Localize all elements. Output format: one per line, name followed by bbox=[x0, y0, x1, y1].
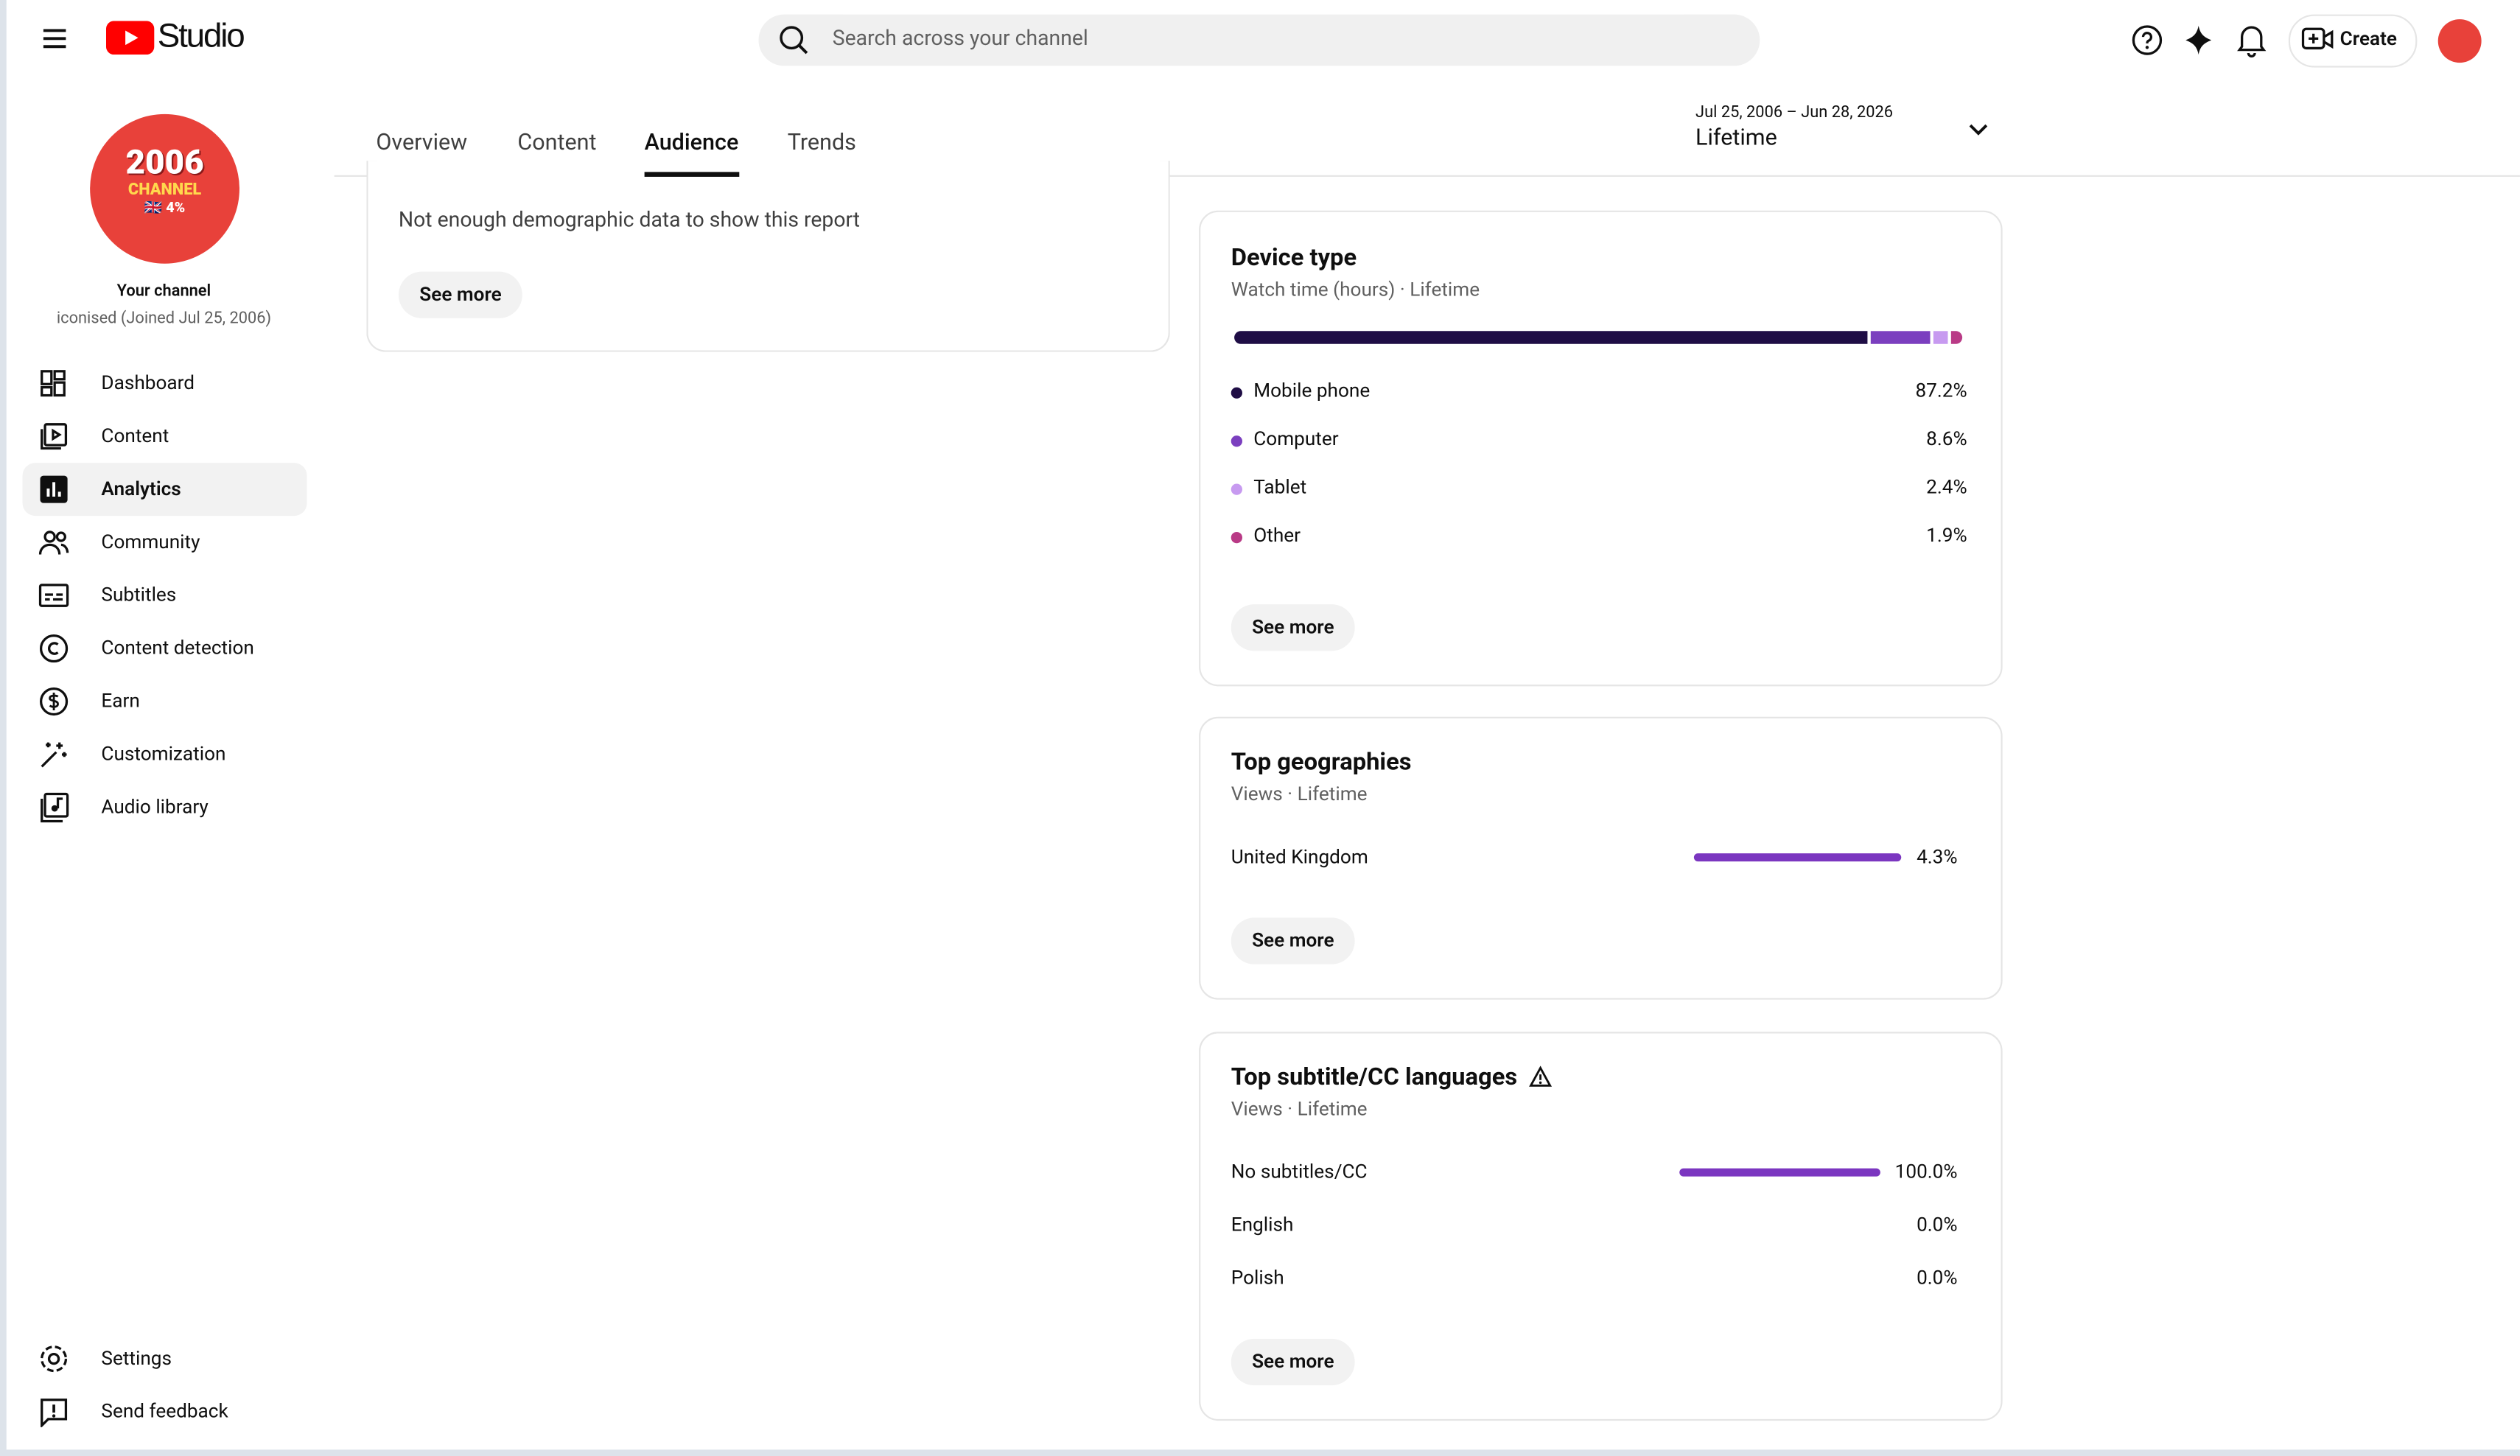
create-icon bbox=[2301, 27, 2334, 50]
card-title: Top geographies bbox=[1231, 747, 1412, 777]
tab-underline bbox=[644, 172, 740, 177]
see-more-button[interactable]: See more bbox=[1231, 917, 1355, 965]
device-bar-segment bbox=[1951, 331, 1963, 344]
nav-icon bbox=[39, 687, 69, 716]
channel-avatar[interactable]: 2006 CHANNEL 🇬🇧 4% bbox=[90, 113, 239, 264]
row-name: Polish bbox=[1231, 1266, 1284, 1289]
legend-dot bbox=[1231, 483, 1242, 495]
row-name: English bbox=[1231, 1213, 1294, 1236]
avatar-tag: 🇬🇧 4% bbox=[144, 200, 186, 217]
device-value: 8.6% bbox=[1926, 427, 1967, 450]
row-bar bbox=[1679, 1168, 1880, 1177]
legend-dot bbox=[1231, 387, 1242, 399]
date-dropdown[interactable] bbox=[1964, 117, 1992, 143]
device-value: 87.2% bbox=[1915, 379, 1967, 402]
nav-icon bbox=[41, 1345, 68, 1373]
search-icon bbox=[780, 26, 808, 55]
see-more-button[interactable]: See more bbox=[1231, 604, 1355, 651]
search-placeholder: Search across your channel bbox=[832, 27, 1088, 52]
tab[interactable]: Audience bbox=[644, 130, 739, 156]
nav-item[interactable]: Send feedback bbox=[101, 1399, 228, 1423]
device-value: 2.4% bbox=[1926, 475, 1967, 499]
device-name: Mobile phone bbox=[1253, 379, 1371, 402]
nav-item[interactable]: Analytics bbox=[101, 477, 181, 500]
avatar-word: CHANNEL bbox=[127, 181, 202, 200]
tabs-divider bbox=[334, 175, 2520, 177]
card-subtitle: Views · Lifetime bbox=[1231, 783, 1368, 805]
card-title: Top subtitle/CC languages bbox=[1231, 1062, 1518, 1091]
row-value: 100.0% bbox=[1894, 1160, 1958, 1183]
device-bar-segment bbox=[1871, 331, 1931, 344]
nav-item[interactable]: Settings bbox=[101, 1346, 172, 1370]
nav-item[interactable]: Earn bbox=[101, 689, 140, 713]
see-more-button[interactable]: See more bbox=[398, 271, 523, 318]
nav-icon bbox=[41, 423, 68, 450]
device-name: Computer bbox=[1253, 427, 1339, 450]
search-box[interactable] bbox=[758, 14, 1760, 66]
channel-title: Your channel bbox=[116, 282, 211, 301]
device-bar-segment bbox=[1933, 331, 1949, 344]
logo-text[interactable]: Studio bbox=[157, 17, 245, 55]
device-name: Tablet bbox=[1253, 475, 1307, 499]
card-subtitle: Views · Lifetime bbox=[1231, 1097, 1368, 1121]
nav-highlight bbox=[22, 463, 307, 517]
nav-icon bbox=[40, 475, 68, 503]
tab[interactable]: Trends bbox=[787, 130, 856, 156]
nav-item[interactable]: Audio library bbox=[101, 795, 209, 819]
frame-bottom bbox=[0, 1449, 2520, 1456]
row-value: 4.3% bbox=[1917, 845, 1958, 868]
frame-left bbox=[0, 0, 7, 1456]
nav-icon bbox=[39, 634, 69, 663]
row-value: 0.0% bbox=[1917, 1213, 1958, 1236]
avatar-year: 2006 bbox=[125, 144, 204, 183]
legend-dot bbox=[1231, 435, 1242, 447]
help-icon[interactable] bbox=[2131, 24, 2163, 57]
create-button[interactable] bbox=[2288, 14, 2418, 68]
card-title: Device type bbox=[1231, 242, 1357, 272]
account-avatar[interactable] bbox=[2437, 19, 2482, 63]
create-label[interactable]: Create bbox=[2339, 27, 2398, 50]
row-name: United Kingdom bbox=[1231, 845, 1368, 868]
date-label[interactable]: Lifetime bbox=[1695, 125, 1777, 152]
card-subtitle: Watch time (hours) · Lifetime bbox=[1231, 278, 1480, 301]
nav-item[interactable]: Content bbox=[101, 424, 169, 447]
legend-dot bbox=[1231, 531, 1242, 544]
nav-icon bbox=[41, 370, 66, 397]
demographics-message: Not enough demographic data to show this… bbox=[398, 209, 861, 234]
demographics-card bbox=[366, 161, 1170, 352]
menu-button[interactable] bbox=[38, 23, 71, 55]
nav-item[interactable]: Content detection bbox=[101, 636, 254, 659]
channel-subtitle: iconised (Joined Jul 25, 2006) bbox=[56, 309, 272, 328]
sparkle-icon[interactable] bbox=[2183, 24, 2215, 57]
nav-item[interactable]: Community bbox=[101, 530, 200, 553]
device-name: Other bbox=[1253, 524, 1301, 547]
see-more-button[interactable]: See more bbox=[1231, 1338, 1355, 1386]
device-value: 1.9% bbox=[1926, 524, 1967, 547]
nav-item[interactable]: Subtitles bbox=[101, 583, 177, 606]
nav-item[interactable]: Customization bbox=[101, 742, 226, 766]
nav-icon bbox=[41, 792, 69, 823]
nav-item[interactable]: Dashboard bbox=[101, 371, 195, 394]
tab[interactable]: Overview bbox=[376, 130, 468, 156]
nav-icon bbox=[41, 1399, 68, 1427]
row-name: No subtitles/CC bbox=[1231, 1160, 1368, 1183]
nav-icon bbox=[38, 584, 69, 607]
logo-icon[interactable] bbox=[105, 21, 155, 55]
warning-icon[interactable] bbox=[1528, 1065, 1553, 1088]
nav-icon bbox=[41, 742, 67, 768]
row-bar bbox=[1693, 853, 1902, 862]
date-range[interactable]: Jul 25, 2006 – Jun 28, 2026 bbox=[1695, 104, 1893, 122]
row-value: 0.0% bbox=[1917, 1266, 1958, 1289]
notifications-icon[interactable] bbox=[2236, 23, 2268, 58]
device-bar-segment bbox=[1234, 331, 1869, 344]
tab[interactable]: Content bbox=[517, 130, 597, 156]
nav-icon bbox=[38, 531, 69, 555]
